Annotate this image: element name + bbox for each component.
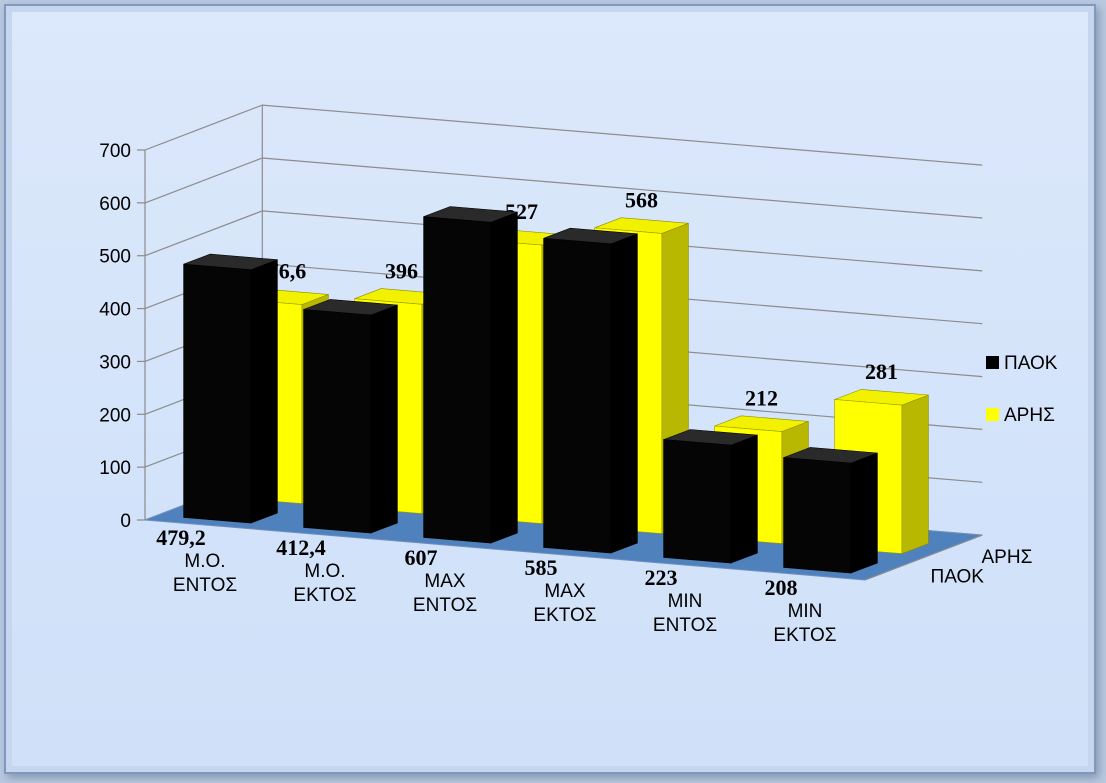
y-tick-label: 600	[99, 194, 131, 215]
y-tick-label: 400	[99, 300, 131, 321]
legend-swatch	[986, 356, 999, 369]
bar-front	[423, 216, 492, 544]
bar-paok	[783, 447, 878, 574]
y-tick-label: 700	[99, 141, 131, 162]
legend-swatch	[986, 408, 999, 421]
legend-label: ΠΑΟΚ	[1004, 353, 1058, 374]
y-tick-label: 500	[99, 247, 131, 268]
bar-front	[663, 439, 732, 564]
data-label: 585	[525, 555, 558, 580]
data-label: 281	[865, 359, 898, 384]
data-label: 208	[765, 575, 798, 600]
bar-side	[250, 259, 278, 524]
category-label: Μ.Ο. ΕΚΤΟΣ	[293, 561, 356, 606]
bar-side	[370, 304, 398, 534]
data-label: 568	[625, 188, 658, 213]
category-label: MIN ΕΝΤΟΣ	[653, 591, 717, 636]
bar-paok	[303, 299, 398, 534]
y-tick-label: 200	[99, 405, 131, 426]
y-tick-label: 100	[99, 458, 131, 479]
bar-side	[490, 211, 518, 544]
data-label: 412,4	[276, 535, 326, 560]
category-label: MIN ΕΚΤΟΣ	[773, 601, 836, 646]
y-axis: 0 100 200 300 400 500 600 700	[99, 141, 145, 532]
chart-frame: 0 100 200 300 400 500 600 700 376,6 396 527 568 212…	[4, 4, 1096, 774]
bar-side	[901, 394, 929, 555]
data-label: 607	[405, 545, 438, 570]
bar-paok	[663, 429, 758, 564]
y-tick-label: 0	[120, 511, 131, 532]
bar-paok	[543, 227, 638, 554]
bar-side	[850, 452, 878, 574]
gridline	[144, 157, 983, 219]
data-label: 212	[745, 386, 778, 411]
data-label: 396	[385, 258, 418, 283]
category-label: MAX ΕΝΤΟΣ	[413, 571, 477, 616]
bar-paok	[183, 253, 278, 524]
gridline	[144, 210, 983, 272]
category-label: MAX ΕΚΤΟΣ	[533, 581, 596, 626]
data-label: 479,2	[156, 525, 206, 550]
legend: ΠΑΟΚ ΑΡΗΣ	[986, 353, 1058, 426]
bar-side	[730, 434, 758, 564]
depth-axis-label: ΠΑΟΚ	[931, 566, 985, 587]
x-axis-labels: Μ.Ο. ΕΝΤΟΣ Μ.Ο. ΕΚΤΟΣ MAX ΕΝΤΟΣ MAX ΕΚΤΟΣ MIN ΕΝΤ…	[173, 551, 837, 646]
y-tick-label: 300	[99, 352, 131, 373]
depth-axis-label: ΑΡΗΣ	[982, 547, 1033, 568]
bar-front	[303, 309, 372, 534]
legend-label: ΑΡΗΣ	[1004, 405, 1055, 426]
depth-axis-line	[864, 534, 983, 581]
bar-paok	[423, 206, 518, 544]
bar-side	[610, 233, 638, 554]
data-label: 223	[645, 565, 678, 590]
category-label: Μ.Ο. ΕΝΤΟΣ	[173, 551, 237, 596]
bar-front	[183, 263, 252, 524]
gridline	[144, 104, 983, 166]
bar-front	[543, 237, 612, 554]
bar-front	[783, 457, 852, 574]
